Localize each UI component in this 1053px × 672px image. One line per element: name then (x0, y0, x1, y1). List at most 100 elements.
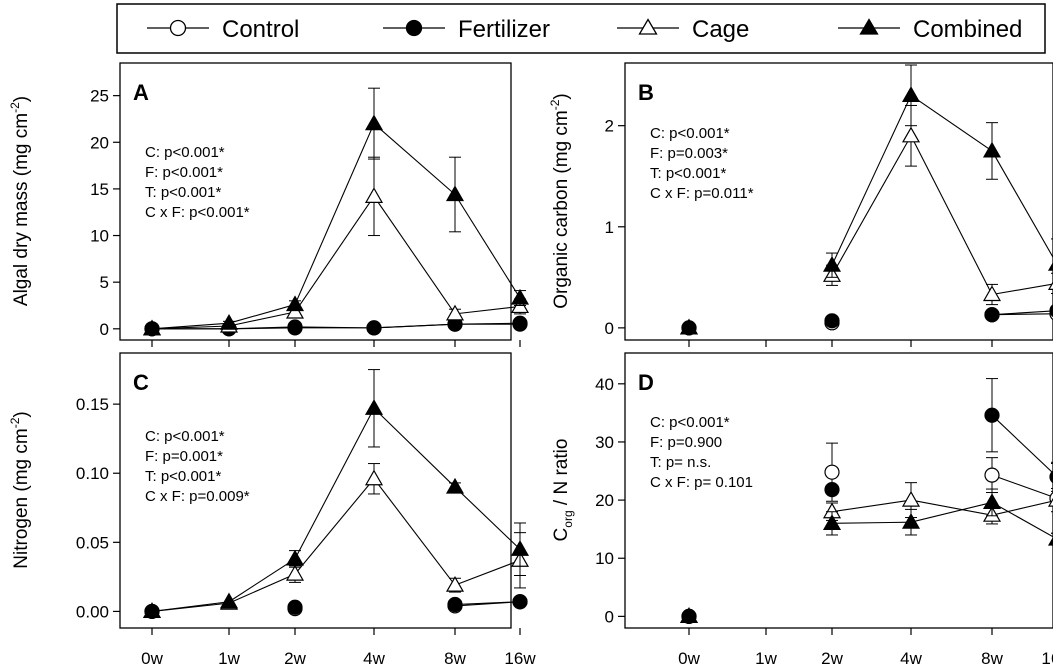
series-line-combined (373, 407, 456, 488)
series-line-cage (294, 478, 375, 575)
series-line-combined (151, 322, 230, 330)
y-tick-label: 10 (595, 549, 614, 568)
series-line-cage (454, 305, 521, 315)
panel-a: 0 5 10 15 20 25 Algal dry mass (mg cm-2) A C: p<… (8, 62, 530, 347)
x-tick-label: 0w (141, 649, 163, 668)
panel-d: 0 10 20 30 40 0w 1w 2w 4w 8w 16w Corg / N ratio D C: … (551, 352, 1053, 668)
y-axis-label-b: Organic carbon (mg cm-2) (548, 93, 572, 309)
panel-letter-c: C (133, 370, 149, 395)
legend-label-combined: Combined (913, 16, 1022, 43)
legend-marker-control (169, 19, 187, 37)
point-combined (822, 514, 842, 530)
y-tick-label: 0.05 (76, 533, 109, 552)
point-cage (1047, 497, 1053, 507)
series-line-cage (228, 311, 296, 327)
point-combined (142, 602, 162, 619)
point-fertilizer (512, 594, 528, 610)
plot-frame-d (624, 352, 1053, 629)
point-fertilizer (1049, 470, 1053, 484)
series-line-combined (373, 123, 456, 195)
point-combined (822, 255, 842, 272)
x-tick-label: 8w (981, 649, 1003, 668)
point-fertilizer (824, 313, 840, 329)
point-fertilizer (366, 320, 382, 336)
series-line-cage (831, 499, 912, 513)
y-tick-label: 5 (100, 273, 109, 292)
series-line-fertilizer (454, 601, 521, 606)
x-tick-label: 8w (444, 649, 466, 668)
x-tick-label: 16w (504, 649, 536, 668)
point-combined (982, 493, 1002, 510)
y-tick-label: 0 (100, 320, 109, 339)
point-fertilizer (447, 596, 463, 613)
point-fertilizer (984, 407, 1000, 423)
stat-line: F: p<0.001* (145, 164, 223, 181)
point-combined (982, 141, 1002, 158)
series-line-combined (228, 558, 296, 603)
point-cage (901, 126, 921, 143)
y-axis-label-a: Algal dry mass (mg cm-2) (8, 96, 32, 306)
y-tick-label: 0.15 (76, 395, 109, 414)
series-line-cage (454, 559, 521, 586)
legend-label-control: Control (222, 16, 299, 43)
series-line-fertilizer (454, 322, 521, 325)
series-line-cage (831, 135, 912, 276)
legend: Control Fertilizer Cage Combined (116, 3, 1046, 54)
series-line-cage (910, 135, 993, 295)
point-combined (142, 319, 162, 336)
series-line-combined (228, 304, 296, 324)
y-tick-label: 15 (90, 180, 109, 199)
legend-marker-cage (638, 18, 658, 35)
y-tick-label: 0.10 (76, 464, 109, 483)
point-cage (901, 490, 921, 507)
x-tick-label: 16w (1041, 649, 1053, 668)
series-line-combined (831, 95, 912, 266)
stat-line: T: p<0.001* (145, 184, 221, 201)
plot-frame-c (119, 352, 512, 629)
series-line-combined (294, 123, 375, 305)
series-line-control (991, 474, 1053, 498)
x-tick-label: 2w (821, 649, 843, 668)
x-tick-label: 1w (755, 649, 777, 668)
series-line-cage (228, 573, 296, 604)
point-combined (219, 314, 239, 330)
point-combined (679, 607, 699, 623)
stat-line: C x F: p=0.011* (650, 185, 754, 202)
point-combined (445, 185, 465, 202)
point-combined (1047, 261, 1053, 271)
series-line-combined (991, 501, 1053, 538)
y-tick-label: 25 (90, 87, 109, 106)
series-line-combined (151, 601, 230, 612)
stat-line: T: p<0.001* (650, 165, 726, 182)
point-combined (285, 295, 305, 312)
y-axis-label-d: Corg / N ratio (551, 439, 575, 542)
y-tick-label: 10 (90, 227, 109, 246)
stat-line: F: p=0.900 (650, 434, 722, 451)
series-line-cage (991, 500, 1053, 516)
point-control (984, 467, 1000, 483)
series-line-fertilizer (991, 414, 1053, 474)
stat-line: F: p=0.001* (145, 448, 223, 465)
series-line-combined (910, 94, 993, 152)
y-tick-label: 1 (605, 218, 614, 237)
stat-line: F: p=0.003* (650, 145, 728, 162)
point-cage (1047, 281, 1053, 290)
point-combined (1047, 536, 1053, 546)
stat-line: T: p<0.001* (145, 468, 221, 485)
point-combined (901, 512, 921, 529)
plot-frame-b (624, 62, 1053, 341)
panel-b: 0 1 2 Organic carbon (mg cm-2) B C: p<0.001* F… (548, 62, 1053, 347)
series-line-cage (910, 499, 993, 516)
point-combined (679, 318, 699, 335)
series-line-fertilizer (373, 323, 456, 329)
series-line-cage (373, 196, 456, 315)
point-combined (510, 288, 530, 305)
x-tick-label: 0w (678, 649, 700, 668)
plot-frame-a (119, 62, 512, 341)
stat-line: C: p<0.001* (145, 144, 225, 161)
point-combined (285, 549, 305, 566)
y-tick-label: 40 (595, 375, 614, 394)
series-line-fertilizer (991, 310, 1053, 316)
panel-c: 0.00 0.05 0.10 0.15 0w 1w 2w 4w 8w 16w Nitrogen (m… (8, 352, 536, 668)
